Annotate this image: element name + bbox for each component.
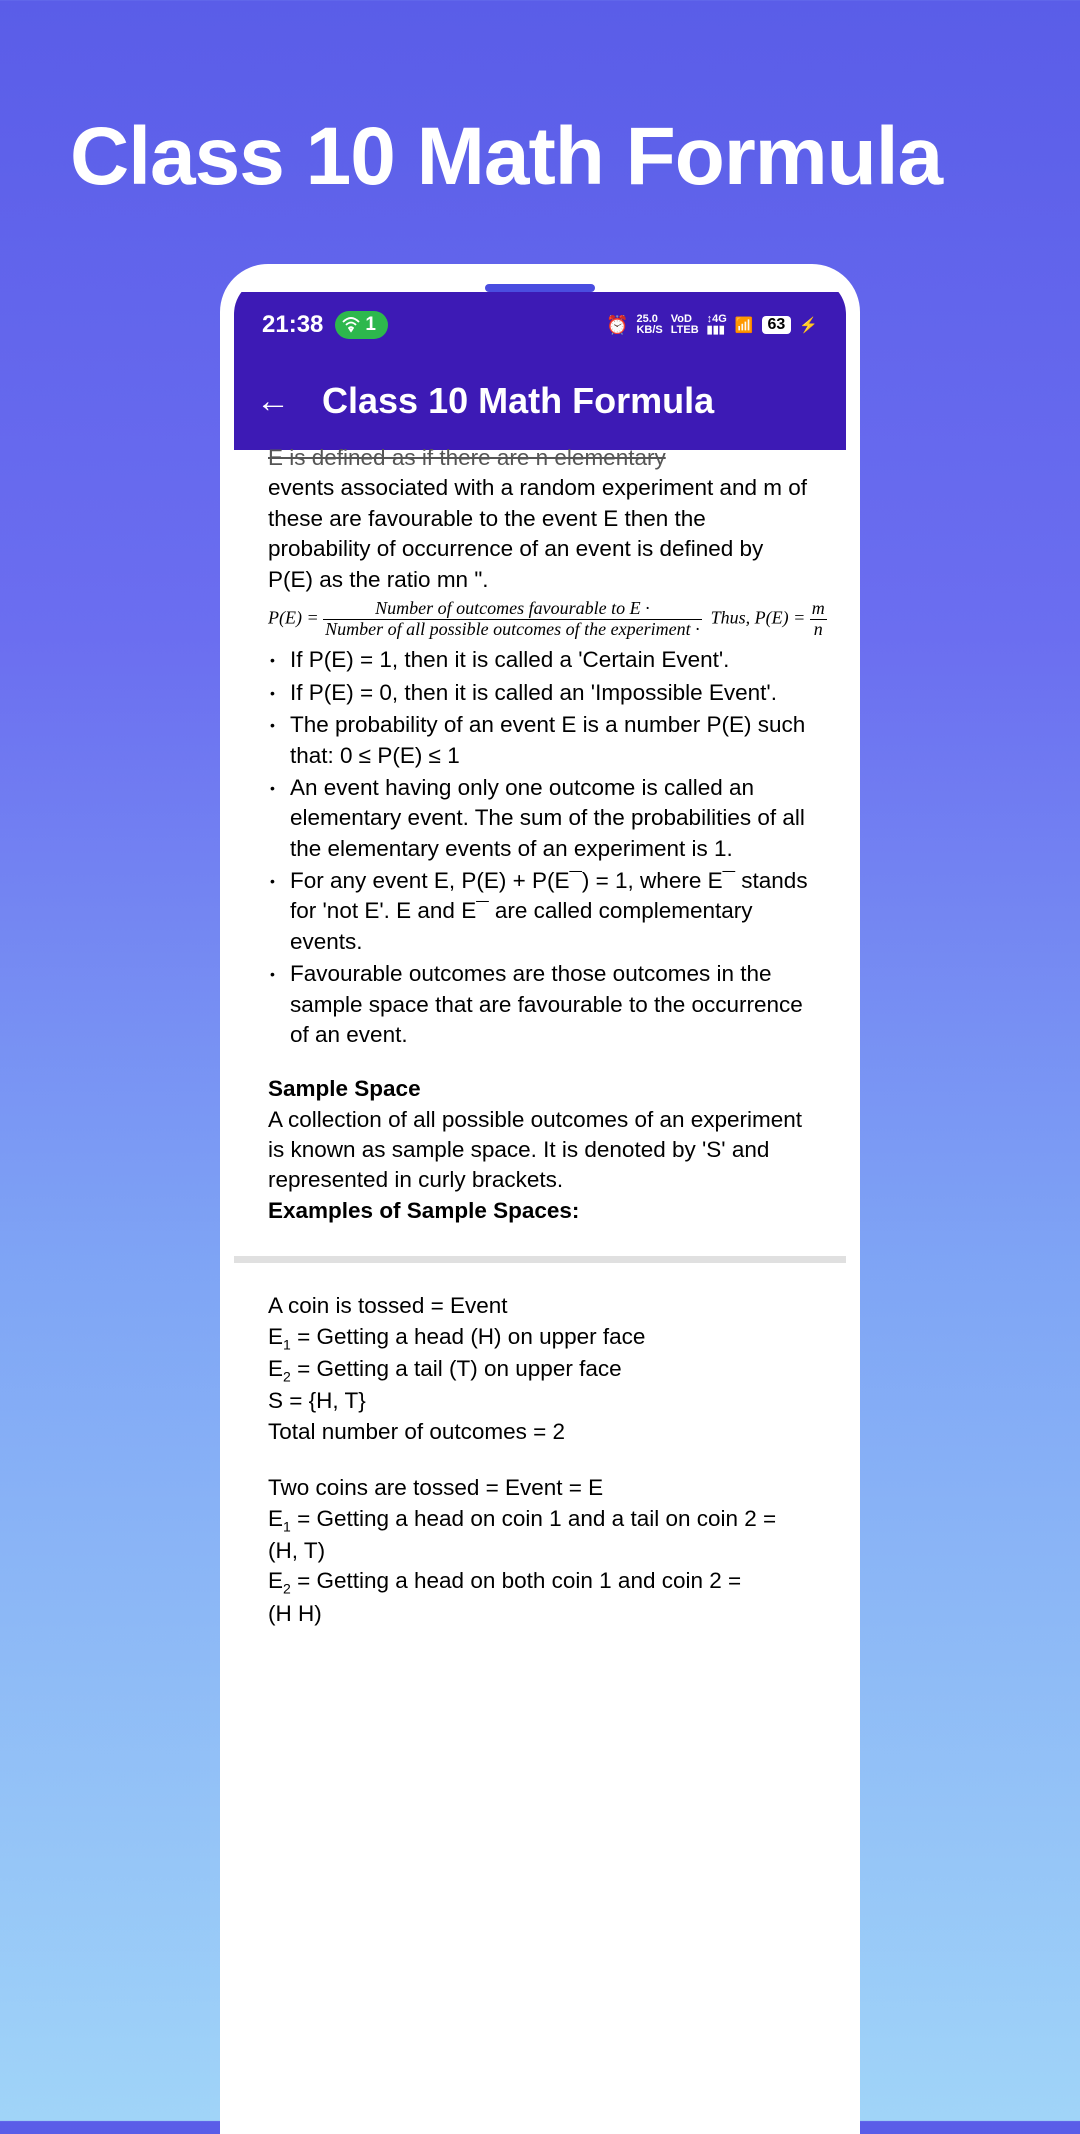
status-left: 21:38 1 (262, 311, 388, 339)
phone-notch (485, 284, 595, 292)
status-bar: 21:38 1 ⏰ 25.0 KB/S VoD LTEB ↕4G ▮ (234, 292, 846, 358)
partial-cutoff-text: E is defined as if there are n elementar… (268, 443, 812, 473)
back-button[interactable]: ← (256, 382, 290, 421)
charging-icon: ⚡ (799, 316, 818, 334)
formula-thus: Thus, P(E) = (711, 607, 810, 627)
signal-bars-icon: 📶 (735, 316, 754, 334)
bullet-item: For any event E, P(E) + P(E¯) = 1, where… (290, 866, 812, 957)
speed-indicator: 25.0 KB/S (636, 314, 662, 336)
status-right: ⏰ 25.0 KB/S VoD LTEB ↕4G ▮▮▮ 📶 63 ⚡ (606, 314, 818, 336)
vo-lte-indicator: VoD LTEB (671, 314, 699, 336)
app-title: Class 10 Math Formula (322, 380, 714, 422)
formula-fraction-main: Number of outcomes favourable to E ·Numb… (323, 599, 701, 640)
ex2-line: Two coins are tossed = Event = E (268, 1473, 812, 1503)
bullet-item: If P(E) = 0, then it is called an 'Impos… (290, 678, 812, 708)
wifi-count: 1 (365, 314, 376, 336)
separator (234, 1256, 846, 1263)
bullet-list: If P(E) = 1, then it is called a 'Certai… (268, 645, 812, 1050)
wifi-icon (341, 317, 361, 333)
battery-badge: 63 (762, 316, 792, 334)
formula-lhs: P(E) = (268, 607, 323, 627)
ex2-line: E1 = Getting a head on coin 1 and a tail… (268, 1504, 812, 1567)
ex2-line-cutoff: (H H) (268, 1599, 812, 1629)
probability-formula: P(E) = Number of outcomes favourable to … (268, 599, 812, 640)
example-2: Two coins are tossed = Event = E E1 = Ge… (268, 1473, 812, 1629)
ex1-line: Total number of outcomes = 2 (268, 1417, 812, 1447)
hero-title: Class 10 Math Formula (0, 0, 1080, 264)
ex2-line: E2 = Getting a head on both coin 1 and c… (268, 1566, 812, 1598)
example-1: A coin is tossed = Event E1 = Getting a … (268, 1291, 812, 1447)
ex1-line: E1 = Getting a head (H) on upper face (268, 1322, 812, 1354)
examples-heading: Examples of Sample Spaces: (268, 1196, 812, 1226)
bullet-item: If P(E) = 1, then it is called a 'Certai… (290, 645, 812, 675)
bullet-item: An event having only one outcome is call… (290, 773, 812, 864)
status-time: 21:38 (262, 311, 323, 339)
content-area[interactable]: E is defined as if there are n elementar… (234, 443, 846, 1629)
net-indicator: ↕4G ▮▮▮ (707, 314, 727, 336)
alarm-icon: ⏰ (606, 315, 628, 336)
wifi-badge: 1 (335, 311, 388, 339)
ex1-line: S = {H, T} (268, 1386, 812, 1416)
bullet-item: The probability of an event E is a numbe… (290, 710, 812, 771)
sample-space-heading: Sample Space (268, 1074, 812, 1104)
bullet-item: Favourable outcomes are those outcomes i… (290, 959, 812, 1050)
intro-paragraph: events associated with a random experime… (268, 473, 812, 595)
sample-space-text: A collection of all possible outcomes of… (268, 1105, 812, 1196)
ex1-line: A coin is tossed = Event (268, 1291, 812, 1321)
phone-frame: 21:38 1 ⏰ 25.0 KB/S VoD LTEB ↕4G ▮ (220, 264, 860, 2134)
ex1-line: E2 = Getting a tail (T) on upper face (268, 1354, 812, 1386)
formula-fraction-mn: mn (810, 599, 827, 640)
phone-inner: 21:38 1 ⏰ 25.0 KB/S VoD LTEB ↕4G ▮ (234, 278, 846, 2120)
app-header: ← Class 10 Math Formula (234, 358, 846, 450)
